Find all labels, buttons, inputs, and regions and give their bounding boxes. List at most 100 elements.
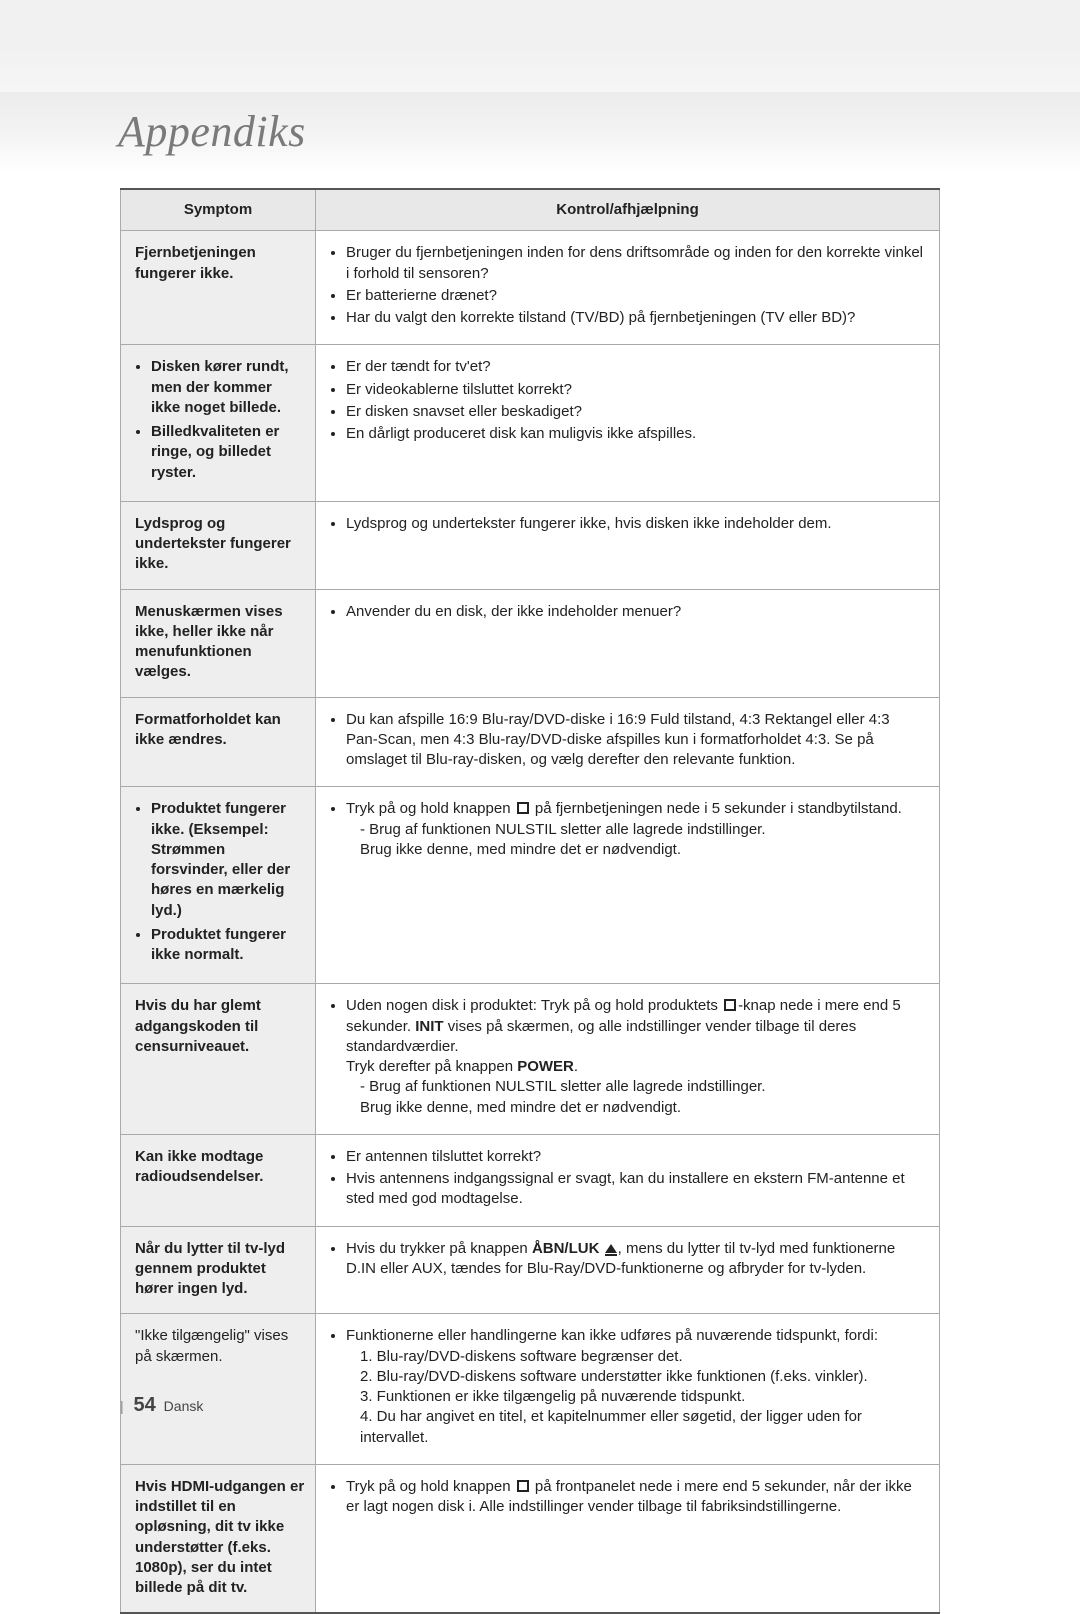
remedy-list: Du kan afspille 16:9 Blu-ray/DVD-diske i… (330, 710, 925, 771)
remedy-sub: Brug ikke denne, med mindre det er nødve… (346, 840, 925, 860)
remedy-numbered: 3. Funktionen er ikke tilgængelig på nuv… (346, 1387, 925, 1407)
table-row: Lydsprog og undertekster fungerer ikke. L… (121, 501, 940, 589)
table-row: Hvis du har glemt adgangskoden til censu… (121, 984, 940, 1135)
remedy-list-item: Hvis du trykker på knappen ÅBN/LUK , men… (346, 1239, 925, 1280)
remedy-list-item: Er videokablerne tilsluttet korrekt? (346, 380, 925, 400)
symptom-cell: Kan ikke modtage radioudsendelser. (121, 1134, 316, 1226)
remedy-list-item: Anvender du en disk, der ikke indeholder… (346, 602, 925, 622)
symptom-cell: Hvis HDMI-udgangen er indstillet til en … (121, 1464, 316, 1613)
remedy-list-item: Funktionerne eller handlingerne kan ikke… (346, 1326, 925, 1448)
symptom-text: Hvis HDMI-udgangen er indstillet til en … (135, 1478, 304, 1596)
symptom-text: Formatforholdet kan ikke ændres. (135, 711, 281, 748)
symptom-cell: Fjernbetjeningen fungerer ikke. (121, 231, 316, 345)
remedy-list: Funktionerne eller handlingerne kan ikke… (330, 1326, 925, 1448)
remedy-list-item: Tryk på og hold knappen på frontpanelet … (346, 1477, 925, 1518)
remedy-numbered: 2. Blu-ray/DVD-diskens software understø… (346, 1367, 925, 1387)
symptom-list-item: Disken kører rundt, men der kommer ikke … (151, 357, 305, 418)
symptom-cell: Formatforholdet kan ikke ændres. (121, 697, 316, 787)
init-label: INIT (415, 1018, 443, 1035)
remedy-cell: Anvender du en disk, der ikke indeholder… (316, 589, 940, 697)
remedy-cell: Tryk på og hold knappen på frontpanelet … (316, 1464, 940, 1613)
remedy-list: Hvis du trykker på knappen ÅBN/LUK , men… (330, 1239, 925, 1280)
power-label: POWER (517, 1058, 574, 1075)
symptom-list-item: Produktet fungerer ikke. (Eksempel: Strø… (151, 799, 305, 921)
table-row: Kan ikke modtage radioudsendelser. Er ant… (121, 1134, 940, 1226)
remedy-list-item: Har du valgt den korrekte tilstand (TV/B… (346, 308, 925, 328)
table-row: Når du lytter til tv-lyd gennem produkte… (121, 1226, 940, 1314)
symptom-cell: "Ikke tilgængelig" vises på skærmen. (121, 1314, 316, 1465)
remedy-cell: Tryk på og hold knappen på fjernbetjenin… (316, 787, 940, 984)
symptom-text: Menuskærmen vises ikke, heller ikke når … (135, 603, 283, 681)
table-row: Formatforholdet kan ikke ændres. Du kan a… (121, 697, 940, 787)
remedy-list-item: Uden nogen disk i produktet: Tryk på og … (346, 996, 925, 1118)
stop-icon (724, 999, 736, 1011)
symptom-cell: Når du lytter til tv-lyd gennem produkte… (121, 1226, 316, 1314)
symptom-list-item: Produktet fungerer ikke normalt. (151, 925, 305, 966)
symptom-text: Lydsprog og undertekster fungerer ikke. (135, 515, 291, 573)
remedy-list: Er antennen tilsluttet korrekt?Hvis ante… (330, 1147, 925, 1210)
col-header-symptom: Symptom (121, 189, 316, 231)
remedy-cell: Er der tændt for tv'et? Er videokablerne … (316, 345, 940, 502)
remedy-list-item: Bruger du fjernbetjeningen inden for den… (346, 243, 925, 284)
page-footer: | 54 Dansk (120, 1394, 203, 1417)
symptom-text: Hvis du har glemt adgangskoden til censu… (135, 997, 261, 1055)
symptom-list-item: Billedkvaliteten er ringe, og billedet r… (151, 422, 305, 483)
remedy-sub-dash: Brug af funktionen NULSTIL sletter alle … (346, 1077, 925, 1097)
table-row: Produktet fungerer ikke. (Eksempel: Strø… (121, 787, 940, 984)
symptom-cell: Disken kører rundt, men der kommer ikke … (121, 345, 316, 502)
eject-icon (605, 1244, 617, 1253)
stop-icon (517, 802, 529, 814)
open-close-label: ÅBN/LUK (532, 1240, 604, 1257)
remedy-cell: Hvis du trykker på knappen ÅBN/LUK , men… (316, 1226, 940, 1314)
symptom-text: Kan ikke modtage radioudsendelser. (135, 1148, 263, 1185)
remedy-cell: Lydsprog og undertekster fungerer ikke, … (316, 501, 940, 589)
table-row: Fjernbetjeningen fungerer ikke. Bruger du… (121, 231, 940, 345)
troubleshooting-table: Symptom Kontrol/afhjælpning Fjernbetjeni… (120, 188, 940, 1614)
table-row: Disken kører rundt, men der kommer ikke … (121, 345, 940, 502)
remedy-list: Tryk på og hold knappen på frontpanelet … (330, 1477, 925, 1518)
remedy-list-item: Er antennen tilsluttet korrekt? (346, 1147, 925, 1167)
page-language: Dansk (164, 1398, 204, 1414)
symptom-cell: Produktet fungerer ikke. (Eksempel: Strø… (121, 787, 316, 984)
remedy-list: Anvender du en disk, der ikke indeholder… (330, 602, 925, 622)
remedy-list-item: En dårligt produceret disk kan muligvis … (346, 424, 925, 444)
remedy-list-item: Er batterierne drænet? (346, 286, 925, 306)
symptom-cell: Hvis du har glemt adgangskoden til censu… (121, 984, 316, 1135)
remedy-list-item: Du kan afspille 16:9 Blu-ray/DVD-diske i… (346, 710, 925, 771)
remedy-numbered: 4. Du har angivet en titel, et kapitelnu… (346, 1407, 925, 1448)
troubleshooting-table-wrapper: Symptom Kontrol/afhjælpning Fjernbetjeni… (120, 188, 940, 1614)
table-row: Menuskærmen vises ikke, heller ikke når … (121, 589, 940, 697)
remedy-sub-dash: Brug af funktionen NULSTIL sletter alle … (346, 820, 925, 840)
remedy-cell: Uden nogen disk i produktet: Tryk på og … (316, 984, 940, 1135)
remedy-list: Er der tændt for tv'et? Er videokablerne … (330, 357, 925, 444)
table-row: "Ikke tilgængelig" vises på skærmen. Funk… (121, 1314, 940, 1465)
remedy-list: Lydsprog og undertekster fungerer ikke, … (330, 514, 925, 534)
symptom-text: Fjernbetjeningen fungerer ikke. (135, 244, 256, 281)
remedy-cell: Funktionerne eller handlingerne kan ikke… (316, 1314, 940, 1465)
remedy-cell: Er antennen tilsluttet korrekt?Hvis ante… (316, 1134, 940, 1226)
remedy-list: Bruger du fjernbetjeningen inden for den… (330, 243, 925, 328)
remedy-list-item: Hvis antennens indgangssignal er svagt, … (346, 1169, 925, 1210)
remedy-list: Tryk på og hold knappen på fjernbetjenin… (330, 799, 925, 860)
remedy-cell: Du kan afspille 16:9 Blu-ray/DVD-diske i… (316, 697, 940, 787)
symptom-text: "Ikke tilgængelig" vises på skærmen. (135, 1327, 288, 1364)
remedy-list-item: Tryk på og hold knappen på fjernbetjenin… (346, 799, 925, 860)
symptom-text: Når du lytter til tv-lyd gennem produkte… (135, 1240, 285, 1298)
remedy-list-item: Er der tændt for tv'et? (346, 357, 925, 377)
remedy-list-item: Er disken snavset eller beskadiget? (346, 402, 925, 422)
symptom-list: Produktet fungerer ikke. (Eksempel: Strø… (135, 799, 305, 965)
page-number: 54 (134, 1394, 156, 1416)
symptom-list: Disken kører rundt, men der kommer ikke … (135, 357, 305, 483)
page-title: Appendiks (118, 106, 306, 157)
symptom-cell: Menuskærmen vises ikke, heller ikke når … (121, 589, 316, 697)
remedy-cell: Bruger du fjernbetjeningen inden for den… (316, 231, 940, 345)
remedy-numbered: 1. Blu-ray/DVD-diskens software begrænse… (346, 1347, 925, 1367)
manual-page: Appendiks Symptom Kontrol/afhjælpning Fj… (0, 0, 1080, 1479)
table-row: Hvis HDMI-udgangen er indstillet til en … (121, 1464, 940, 1613)
symptom-cell: Lydsprog og undertekster fungerer ikke. (121, 501, 316, 589)
remedy-list: Uden nogen disk i produktet: Tryk på og … (330, 996, 925, 1118)
stop-icon (517, 1480, 529, 1492)
remedy-list-item: Lydsprog og undertekster fungerer ikke, … (346, 514, 925, 534)
remedy-sub: Brug ikke denne, med mindre det er nødve… (346, 1098, 925, 1118)
footer-bar: | (120, 1398, 124, 1414)
